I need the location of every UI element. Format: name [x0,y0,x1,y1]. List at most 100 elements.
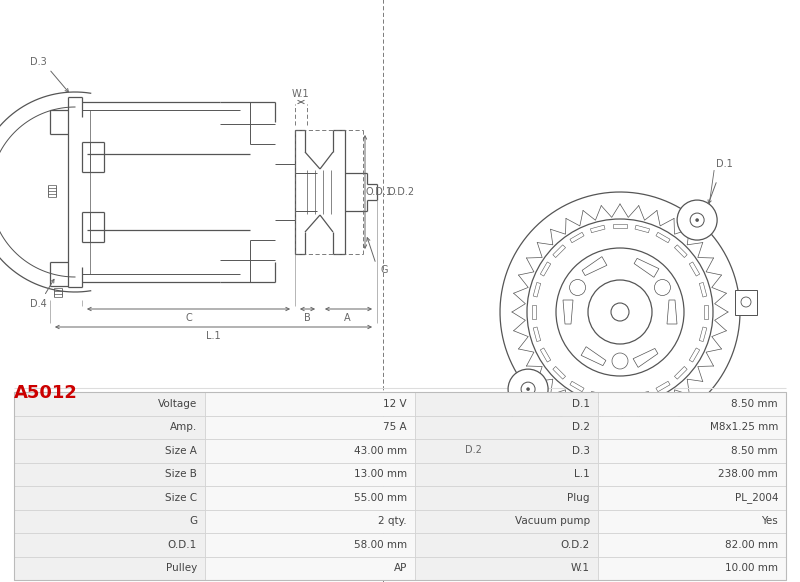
Text: M8x1.25 mm: M8x1.25 mm [710,423,778,432]
Text: D.1: D.1 [716,159,733,169]
Bar [14,509,205,533]
Polygon shape [674,245,687,258]
Circle shape [521,382,535,396]
Text: 8.50 mm: 8.50 mm [731,446,778,456]
Polygon shape [674,367,687,379]
Polygon shape [613,224,627,228]
Bar [205,509,415,533]
Text: Vacuum pump: Vacuum pump [515,516,590,526]
Circle shape [741,297,751,307]
Bar [598,509,786,533]
Bar [415,509,598,533]
Circle shape [526,388,530,391]
Bar [14,463,205,486]
Bar [598,533,786,556]
Text: Size C: Size C [165,493,197,503]
Circle shape [677,200,717,240]
Polygon shape [690,348,700,362]
Polygon shape [540,348,550,362]
Polygon shape [570,381,584,392]
Bar [415,463,598,486]
Bar [735,289,757,314]
Text: D.3: D.3 [30,57,46,67]
Polygon shape [690,262,700,276]
Polygon shape [563,300,573,324]
Text: O.D.1: O.D.1 [168,540,197,550]
Bar [14,392,786,580]
Circle shape [588,280,652,344]
Bar [415,533,598,556]
Bar [205,533,415,556]
Bar [205,439,415,463]
Polygon shape [570,232,584,243]
Bar [205,556,415,580]
Text: 55.00 mm: 55.00 mm [354,493,407,503]
Circle shape [527,219,713,405]
Text: 238.00 mm: 238.00 mm [718,469,778,479]
Circle shape [508,369,548,409]
Polygon shape [667,300,677,324]
Bar [14,486,205,509]
Bar [415,439,598,463]
Text: 8.50 mm: 8.50 mm [731,399,778,409]
Bar [205,463,415,486]
Circle shape [526,218,714,406]
Bar [415,556,598,580]
Bar [415,392,598,416]
Text: C: C [185,313,192,323]
Bar [205,416,415,439]
Circle shape [556,248,684,376]
Text: Pulley: Pulley [166,563,197,573]
Circle shape [654,279,670,296]
Text: 58.00 mm: 58.00 mm [354,540,407,550]
Text: 10.00 mm: 10.00 mm [725,563,778,573]
Polygon shape [699,327,707,342]
Text: 13.00 mm: 13.00 mm [354,469,407,479]
Polygon shape [553,245,566,258]
Polygon shape [633,349,658,367]
Polygon shape [656,381,670,392]
Polygon shape [553,367,566,379]
Polygon shape [582,257,607,275]
Text: A: A [344,313,351,323]
Polygon shape [635,391,650,399]
Text: Voltage: Voltage [158,399,197,409]
Bar [598,463,786,486]
Bar [14,533,205,556]
Text: O.D.2: O.D.2 [387,187,414,197]
Polygon shape [590,391,605,399]
Bar [415,486,598,509]
Polygon shape [656,232,670,243]
Text: Plug: Plug [567,493,590,503]
Polygon shape [613,396,627,400]
Text: O.D.2: O.D.2 [561,540,590,550]
Text: PL_2004: PL_2004 [734,492,778,503]
Text: 12 V: 12 V [383,399,407,409]
Text: Amp.: Amp. [170,423,197,432]
Text: L.1: L.1 [574,469,590,479]
Polygon shape [540,262,550,276]
Polygon shape [533,282,541,297]
Text: B: B [304,313,311,323]
Text: 82.00 mm: 82.00 mm [725,540,778,550]
Polygon shape [635,225,650,233]
Text: O.D.1: O.D.1 [366,187,393,197]
Circle shape [611,303,629,321]
Bar [598,392,786,416]
Circle shape [695,218,699,222]
Text: A5012: A5012 [14,384,78,402]
Polygon shape [704,305,708,319]
Text: Size A: Size A [165,446,197,456]
Polygon shape [532,305,536,319]
Polygon shape [581,347,606,365]
Text: W.1: W.1 [291,89,309,99]
Polygon shape [699,282,707,297]
Text: 43.00 mm: 43.00 mm [354,446,407,456]
Text: 75 A: 75 A [383,423,407,432]
Text: D.2: D.2 [572,423,590,432]
Bar [14,392,205,416]
Bar [14,416,205,439]
Bar [14,439,205,463]
Text: 2 qty.: 2 qty. [378,516,407,526]
Text: D.3: D.3 [572,446,590,456]
